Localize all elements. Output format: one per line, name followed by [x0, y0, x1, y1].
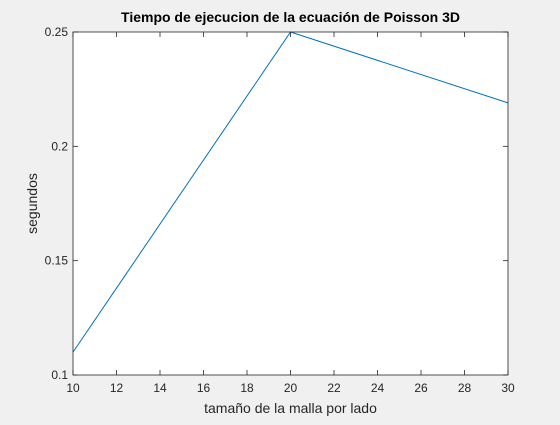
x-tick-label: 28: [458, 381, 472, 395]
plot-frame: [72, 31, 509, 376]
x-tick-label: 30: [501, 381, 515, 395]
y-tick-label: 0.15: [45, 254, 69, 268]
x-tick-label: 18: [240, 381, 254, 395]
x-tick-label: 14: [153, 381, 167, 395]
x-tick-label: 26: [414, 381, 428, 395]
y-tick-label: 0.1: [51, 368, 68, 382]
x-axis-label: tamaño de la malla por lado: [204, 400, 377, 416]
x-tick-label: 22: [327, 381, 341, 395]
plot-area: [73, 32, 508, 375]
x-tick-label: 20: [284, 381, 298, 395]
x-tick-label: 16: [197, 381, 211, 395]
x-tick-label: 12: [110, 381, 124, 395]
y-tick-label: 0.2: [51, 139, 68, 153]
x-tick-label: 10: [66, 381, 80, 395]
x-tick-label: 24: [371, 381, 385, 395]
y-axis-label: segundos: [24, 173, 40, 234]
chart-title: Tiempo de ejecucion de la ecuación de Po…: [121, 9, 460, 25]
y-tick-label: 0.25: [45, 25, 69, 39]
